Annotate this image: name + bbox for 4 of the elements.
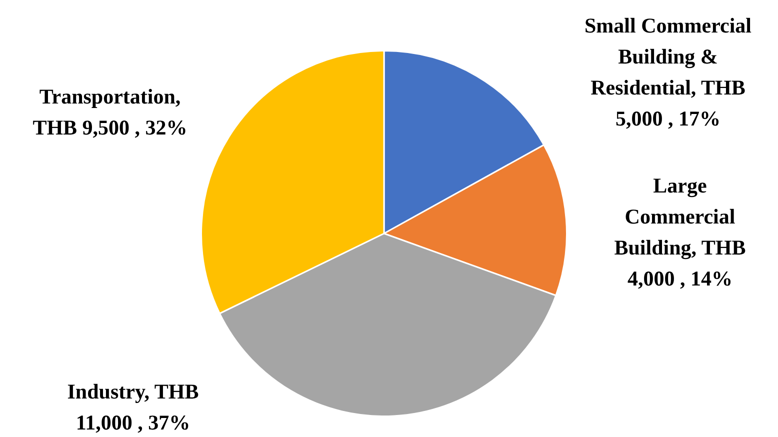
slice-label: Transportation, THB 9,500 , 32% bbox=[32, 84, 188, 140]
slice-label: Industry, THB 11,000 , 37% bbox=[67, 379, 199, 434]
slice-label: Large Commercial Building, THB 4,000 , 14% bbox=[614, 173, 746, 290]
slice-label: Small Commercial Building & Residential, THB 5,000 , 17% bbox=[584, 13, 752, 130]
